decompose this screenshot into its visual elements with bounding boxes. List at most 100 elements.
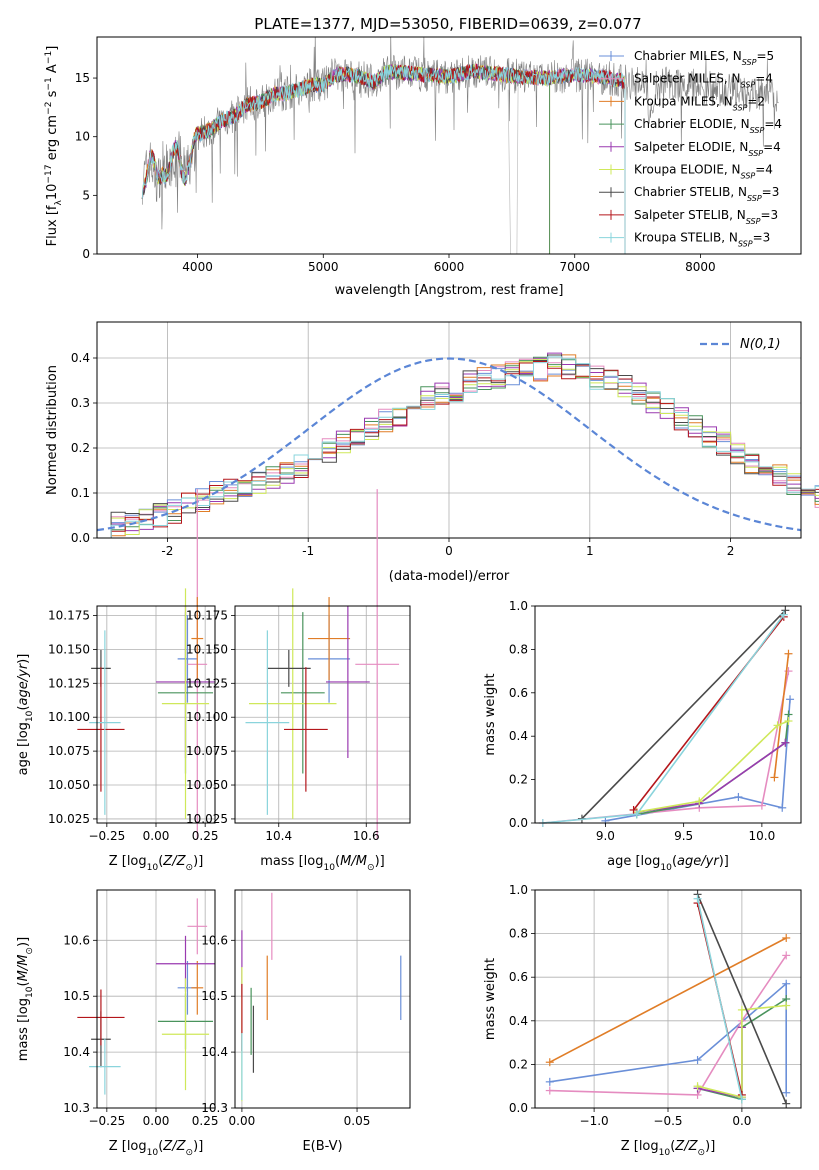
y-tick-label: 10.5 (201, 989, 228, 1003)
x-tick-label: 0.0 (732, 1114, 751, 1128)
sfh-point (784, 649, 793, 658)
axes-frame (96, 889, 216, 1109)
error-bar-marker (284, 667, 328, 792)
y-tick-label: 10.075 (186, 744, 228, 758)
plot-area-age-vs-mass (245, 489, 400, 840)
sfh-line (636, 714, 790, 816)
y-tick-label: 10.3 (63, 1101, 90, 1115)
x-tick-label: 1 (586, 544, 594, 558)
panel-residuals: -2 -1 0 1 2 0.0 0.1 0.2 0.3 0.4 N(0,1) (data-model)… (45, 321, 819, 584)
error-bar-marker (326, 605, 370, 759)
y-tick-label: 0.2 (509, 773, 528, 787)
axis-label: Flux [fλ10−17 erg cm−2 s−1 A−1] (44, 46, 64, 247)
x-axis-label: (data-model)/error (389, 569, 510, 584)
x-tick-label: 9.5 (674, 829, 693, 843)
axes-frame (96, 605, 216, 824)
sfh-point (782, 951, 791, 960)
y-tick-label: 10.100 (48, 710, 90, 724)
x-tick-label: 5000 (308, 260, 339, 274)
axis-label: Z [log10(Z/Z⊙)] (109, 854, 204, 873)
x-tick-label: 7000 (559, 260, 590, 274)
y-tick-label: 10.150 (186, 642, 228, 656)
y-tick-label: 0.0 (71, 531, 90, 545)
axes-frame (234, 605, 411, 824)
y-tick-label: 10.4 (63, 1045, 90, 1059)
sfh-point (770, 773, 779, 782)
x-tick-label: 0.25 (192, 829, 219, 843)
sfh-point (629, 805, 638, 814)
sfh-point (693, 1056, 702, 1065)
y-tick-label: 10.125 (186, 676, 228, 690)
axis-label: Z [log10(Z/Z⊙)] (109, 1139, 204, 1158)
legend-entry: Chabrier ELODIE, NSSP=4 (634, 117, 782, 135)
y-tick-label: 0.6 (509, 686, 528, 700)
error-bar-marker (89, 1038, 121, 1095)
model-spectrum (141, 63, 551, 254)
sfh-line (696, 898, 743, 1100)
y-tick-label: 0.0 (509, 816, 528, 830)
error-bar-marker (355, 489, 400, 840)
panel-mass-vs-z: −0.25 0.00 0.25 10.3 10.4 10.5 10.6 Z [log10(Z/… (16, 889, 219, 1158)
model-spectrum (141, 63, 626, 254)
y-tick-label: 0.0 (509, 1101, 528, 1115)
x-tick-label: 10.6 (353, 829, 380, 843)
x-tick-label: 6000 (434, 260, 465, 274)
sfh-point (779, 610, 788, 619)
axis-label: E(B-V) (302, 1139, 342, 1154)
sfh-point (784, 717, 793, 726)
axes-frame (234, 889, 411, 1109)
sfh-point (781, 606, 790, 615)
plot-area-massweight-vs-z (545, 890, 791, 1108)
x-tick-label: 4000 (182, 260, 213, 274)
x-tick-label: −1.0 (580, 1114, 609, 1128)
legend-entry: Salpeter STELIB, NSSP=3 (634, 208, 778, 226)
panel-spectrum: 4000 5000 6000 7000 8000 0 5 10 15 wavelength [An… (44, 36, 802, 298)
axis-label: Z [log10(Z/Z⊙)] (621, 1139, 716, 1158)
y-tick-label: 0.8 (509, 927, 528, 941)
legend-entry: N(0,1) (740, 337, 781, 352)
panel-massweight-vs-z: −1.0 −0.5 0.0 0.0 0.2 0.4 0.6 0.8 1.0 Z [log10(Z/… (483, 883, 802, 1158)
legend-entry: Chabrier MILES, NSSP=5 (634, 49, 774, 67)
residual-histogram (97, 356, 819, 539)
y-tick-label: 10.075 (48, 744, 90, 758)
model-spectrum (141, 64, 626, 254)
model-spectrum (141, 63, 626, 254)
error-bar-marker (249, 588, 337, 819)
x-tick-label: 0.00 (143, 1114, 170, 1128)
error-bar-marker (77, 667, 125, 792)
y-tick-label: 0 (82, 247, 90, 261)
normal-curve (96, 357, 802, 532)
sfh-line (549, 937, 787, 1063)
x-tick-label: −0.5 (653, 1114, 682, 1128)
sfh-point (734, 792, 743, 801)
sfh-point (782, 979, 791, 988)
y-axis-label: Normed distribution (45, 365, 60, 495)
x-tick-label: 0 (445, 544, 453, 558)
error-bar-marker (161, 588, 210, 819)
y-tick-label: 0.4 (509, 729, 528, 743)
error-bar-marker (187, 898, 208, 955)
sfh-line (581, 609, 786, 820)
sfh-point (545, 1086, 554, 1095)
y-tick-label: 10.025 (48, 812, 90, 826)
sfh-line (542, 614, 785, 824)
plot-area-spectrum (141, 37, 779, 254)
y-tick-label: 10.150 (48, 642, 90, 656)
figure-title: PLATE=1377, MJD=53050, FIBERID=0639, z=0… (254, 15, 641, 33)
y-axis-label: mass weight (483, 958, 498, 1040)
x-tick-label: −0.25 (88, 829, 125, 843)
y-tick-label: 10.4 (201, 1045, 228, 1059)
model-spectrum (141, 64, 626, 254)
residual-histogram (97, 352, 819, 539)
y-tick-label: 10 (75, 130, 90, 144)
panel-mass-vs-ebv: 0.00 0.05 10.3 10.4 10.5 10.6 E(B-V) (201, 889, 411, 1154)
sfh-line (773, 653, 790, 778)
model-spectrum (141, 64, 551, 254)
error-bar-marker (245, 630, 290, 815)
y-tick-label: 1.0 (509, 883, 528, 897)
x-tick-label: 0.00 (229, 1114, 256, 1128)
legend-entry: Kroupa STELIB, NSSP=3 (634, 231, 770, 249)
sfh-line (697, 1027, 743, 1099)
y-tick-label: 5 (82, 188, 90, 202)
x-tick-label: 10.0 (749, 829, 776, 843)
